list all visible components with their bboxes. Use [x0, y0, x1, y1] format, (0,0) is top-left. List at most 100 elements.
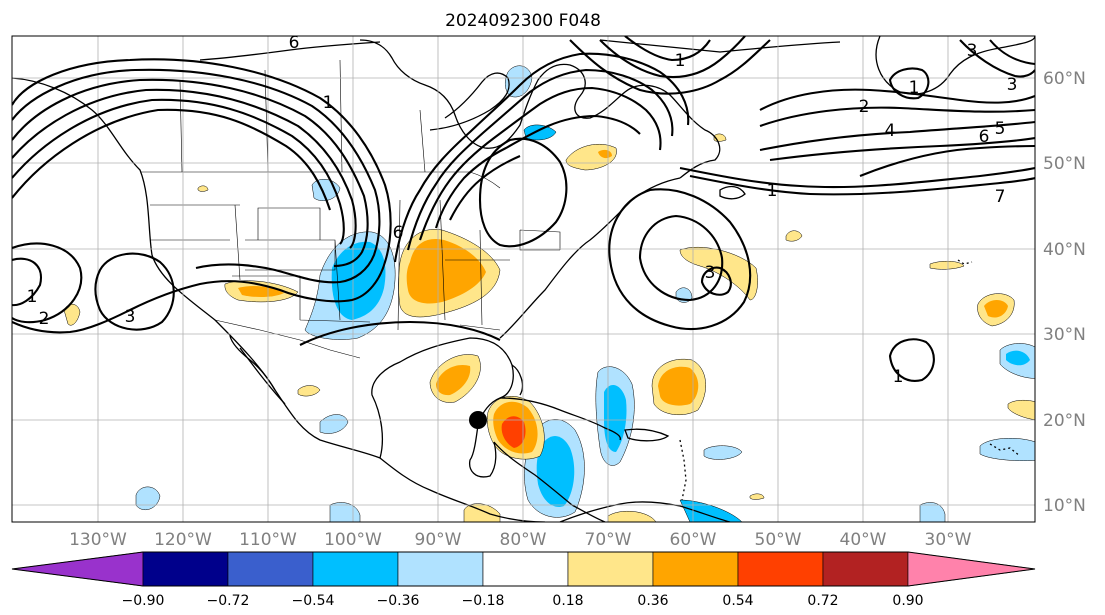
contour-atlantic-low-3 [700, 266, 732, 296]
latitude-label: 20°N [1043, 411, 1086, 431]
latitude-label: 10°N [1043, 496, 1086, 516]
contour-north-atlantic-1 [759, 88, 1035, 111]
province-borders [179, 59, 426, 173]
colorbar-segment [907, 551, 1036, 587]
contour-trough-6 [12, 108, 331, 211]
contour-label: 3 [125, 307, 136, 327]
colorbar-tick-label: −0.36 [377, 593, 420, 609]
contour-trough-1 [12, 58, 392, 334]
longitude-label: 120°W [154, 530, 212, 550]
positive-anomaly-azores [929, 261, 965, 270]
contour-ne-1 [569, 39, 771, 95]
contour-canada-low [478, 137, 568, 248]
longitude-label: 80°W [500, 530, 547, 550]
contour-label: 6 [289, 33, 300, 53]
contour-ridge-2 [406, 68, 674, 251]
map-title: 2024092300 F048 [445, 11, 601, 31]
contour-gulf [299, 320, 501, 346]
coastline-florida [511, 364, 524, 396]
latitude-label: 30°N [1043, 325, 1086, 345]
latitude-axis: 60°N 50°N 40°N 30°N 20°N 10°N [1043, 69, 1086, 516]
positive-anomaly-baja [297, 385, 321, 397]
coastline-cape-verde [989, 443, 1021, 457]
contour-ne-2 [599, 36, 746, 79]
contour-trough-2 [12, 68, 381, 284]
map-frame [11, 35, 1036, 523]
contour-jet-2 [689, 174, 1035, 196]
longitude-label: 50°W [755, 530, 802, 550]
contour-label: 2 [859, 97, 870, 117]
contour-trough-5 [12, 98, 345, 245]
colorbar-tick-label: −0.18 [462, 593, 505, 609]
positive-anomaly-caribbean-storm-core [501, 416, 526, 448]
colorbar-tick-label: 0.72 [807, 593, 838, 609]
contour-label: 1 [767, 181, 778, 201]
positive-anomaly-small-1 [785, 230, 803, 242]
contour-atlantic-low-2 [638, 214, 724, 302]
colorbar-tick-label: 0.54 [722, 593, 753, 609]
colorbar-segment [11, 551, 144, 587]
contour-label: 6 [393, 223, 404, 243]
contour-label: 1 [893, 367, 904, 387]
negative-anomaly-atlantic-core [604, 385, 627, 452]
contour-layer [12, 36, 1035, 382]
positive-anomaly-labrador-core [598, 149, 612, 159]
contour-ridge-4 [434, 114, 641, 229]
coastline-mexico-pacific [229, 335, 276, 391]
colorbar-segment [482, 551, 569, 587]
coastline-baja [239, 347, 286, 405]
colorbar-segment [227, 551, 314, 587]
contour-label: 4 [885, 121, 896, 141]
contour-jet-1 [679, 166, 1035, 189]
contour-ridge-5 [449, 155, 521, 221]
coastline-lesser-antilles [679, 439, 687, 501]
positive-anomaly-bermuda [679, 247, 758, 301]
contour-north-atlantic-2 [759, 106, 1035, 127]
contour-pacific-high-3 [94, 252, 175, 331]
latitude-label: 40°N [1043, 240, 1086, 260]
contour-pacific-high-2 [12, 242, 83, 324]
contour-ridge-3 [419, 86, 662, 241]
longitude-label: 40°W [840, 530, 887, 550]
positive-anomaly-canada-small [197, 185, 209, 192]
colorbar-segment [737, 551, 824, 587]
positive-anomaly-small-2 [749, 493, 765, 500]
coastline-newfoundland [719, 185, 746, 200]
colorbar-ticks: −0.90 −0.72 −0.54 −0.36 −0.18 0.18 0.36 … [122, 593, 924, 609]
contour-label: 6 [979, 127, 990, 147]
positive-anomaly-gulf-core [436, 364, 471, 396]
contour-ne-3 [624, 36, 711, 62]
contour-label: 7 [995, 187, 1006, 207]
colorbar-tick-label: 0.18 [552, 593, 583, 609]
contour-far-ne-2 [989, 39, 1035, 66]
contour-east-atlantic-small [888, 338, 935, 382]
contour-atlantic-low-1 [608, 188, 752, 330]
contour-jet-4 [769, 136, 1035, 162]
contour-label: 2 [39, 309, 50, 329]
negative-anomaly-hudson [505, 65, 533, 98]
contour-trough-4 [12, 88, 357, 249]
contour-jet-5 [859, 144, 1035, 177]
coastline-greenland [875, 36, 1035, 95]
longitude-axis: 130°W 120°W 110°W 100°W 90°W 80°W 70°W 6… [69, 530, 972, 550]
colorbar-segment [652, 551, 739, 587]
contour-label: 1 [323, 93, 334, 113]
contour-label: 3 [1007, 75, 1018, 95]
contour-jet-3 [759, 120, 1035, 152]
longitude-label: 30°W [925, 530, 972, 550]
longitude-label: 70°W [585, 530, 632, 550]
positive-anomaly-far-east [1007, 400, 1035, 420]
positive-anomaly-central-atlantic-core [658, 366, 699, 406]
coastline-south-america [559, 501, 731, 522]
latitude-label: 60°N [1043, 69, 1086, 89]
colorbar-segment [822, 551, 909, 587]
contour-ridge-1 [393, 52, 690, 263]
colorbar-tick-label: −0.54 [292, 593, 335, 609]
contour-label: 1 [675, 51, 686, 71]
colorbar-segment [312, 551, 399, 587]
us-mexico-border [214, 319, 361, 359]
colorbar-segment [397, 551, 484, 587]
longitude-label: 110°W [239, 530, 297, 550]
contour-greenland-high [888, 67, 930, 100]
